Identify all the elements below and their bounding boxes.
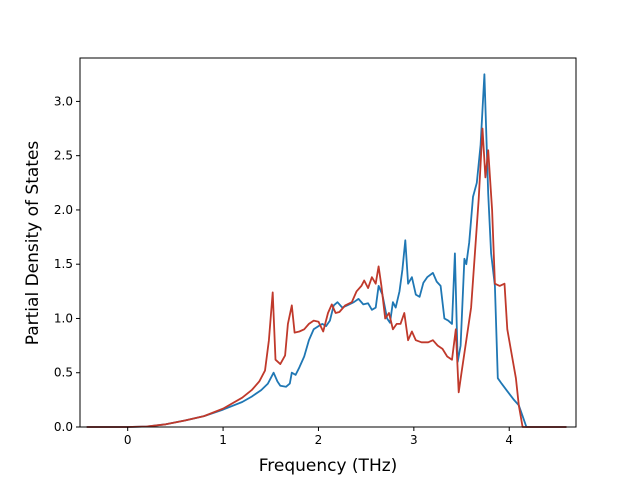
x-tick-label: 3 bbox=[410, 433, 418, 447]
y-tick-label: 2.0 bbox=[54, 203, 73, 217]
y-axis-label: Partial Density of States bbox=[23, 141, 43, 346]
series-line-1 bbox=[86, 73, 567, 428]
series-line-2 bbox=[86, 127, 567, 428]
y-tick-label: 3.0 bbox=[54, 94, 73, 108]
plot-frame bbox=[79, 57, 577, 428]
x-axis: 0 1 2 3 4 bbox=[124, 427, 513, 447]
series-layer bbox=[86, 73, 567, 428]
y-tick-label: 0.5 bbox=[54, 366, 73, 380]
y-axis: 0.0 0.5 1.0 1.5 2.0 2.5 3.0 bbox=[54, 94, 80, 434]
x-tick-label: 0 bbox=[124, 433, 132, 447]
y-tick-label: 2.5 bbox=[54, 149, 73, 163]
x-tick-label: 2 bbox=[315, 433, 323, 447]
x-tick-label: 1 bbox=[219, 433, 227, 447]
x-tick-label: 4 bbox=[505, 433, 513, 447]
y-tick-label: 1.5 bbox=[54, 257, 73, 271]
y-tick-label: 1.0 bbox=[54, 311, 73, 325]
x-axis-label: Frequency (THz) bbox=[259, 456, 398, 476]
y-tick-label: 0.0 bbox=[54, 420, 73, 434]
